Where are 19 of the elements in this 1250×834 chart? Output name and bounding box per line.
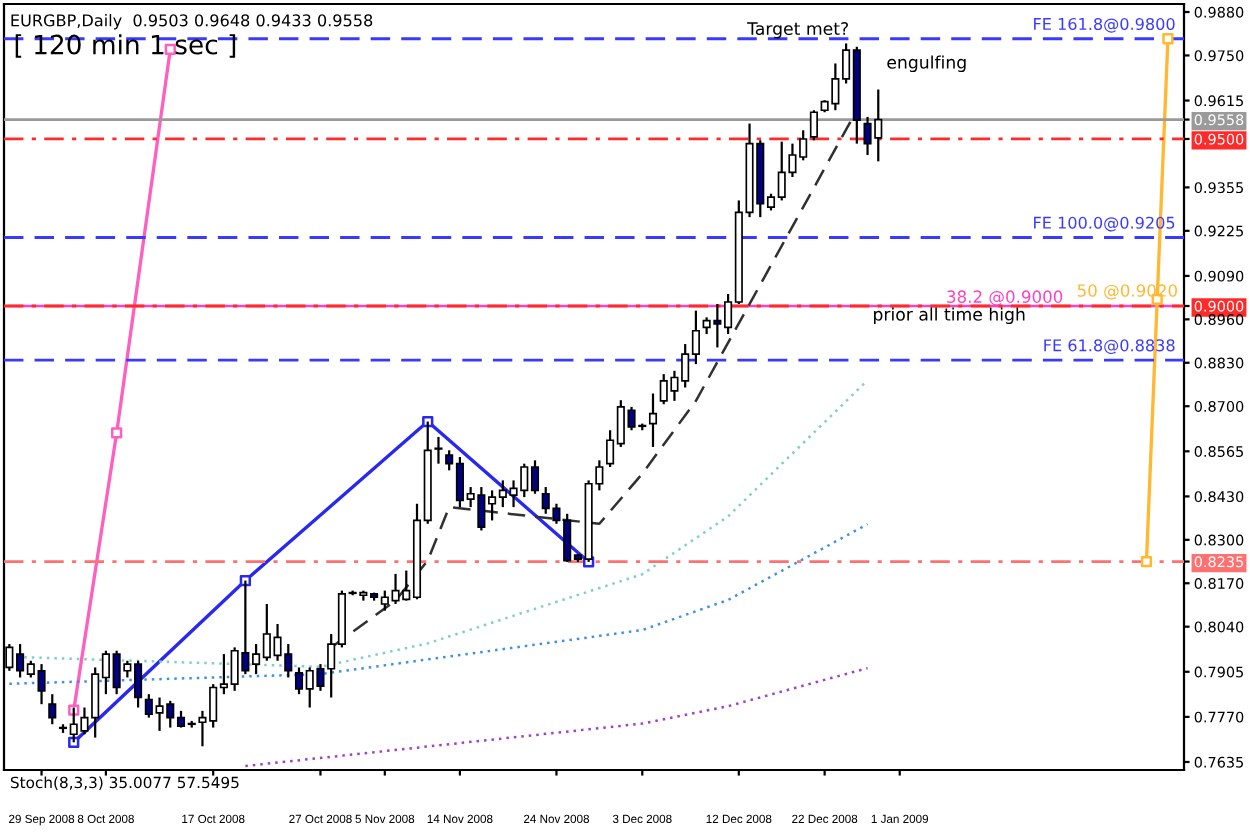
line-series bbox=[244, 666, 869, 768]
line-series bbox=[8, 522, 869, 686]
annotation: Target met? bbox=[747, 22, 848, 39]
point bbox=[1140, 555, 1153, 568]
point bbox=[164, 43, 176, 56]
ref-line-label: FE 161.8@0.9800 bbox=[1034, 17, 1175, 33]
candlestick bbox=[48, 693, 57, 726]
point bbox=[68, 736, 80, 748]
point bbox=[1162, 33, 1174, 45]
point bbox=[239, 574, 252, 587]
annotation: engulfing bbox=[887, 55, 966, 73]
annotation: prior all time high bbox=[874, 307, 1025, 325]
candlestick bbox=[648, 392, 658, 449]
annotation: [ 120 min 1 sec ] bbox=[15, 34, 236, 58]
candlestick bbox=[809, 109, 818, 142]
text: EURGBP,Daily 0.9503 0.9648 0.9433 0.9558 bbox=[11, 13, 373, 30]
point bbox=[110, 427, 123, 439]
point bbox=[422, 415, 434, 428]
annotation: 38.2 @0.9000 bbox=[947, 290, 1063, 306]
